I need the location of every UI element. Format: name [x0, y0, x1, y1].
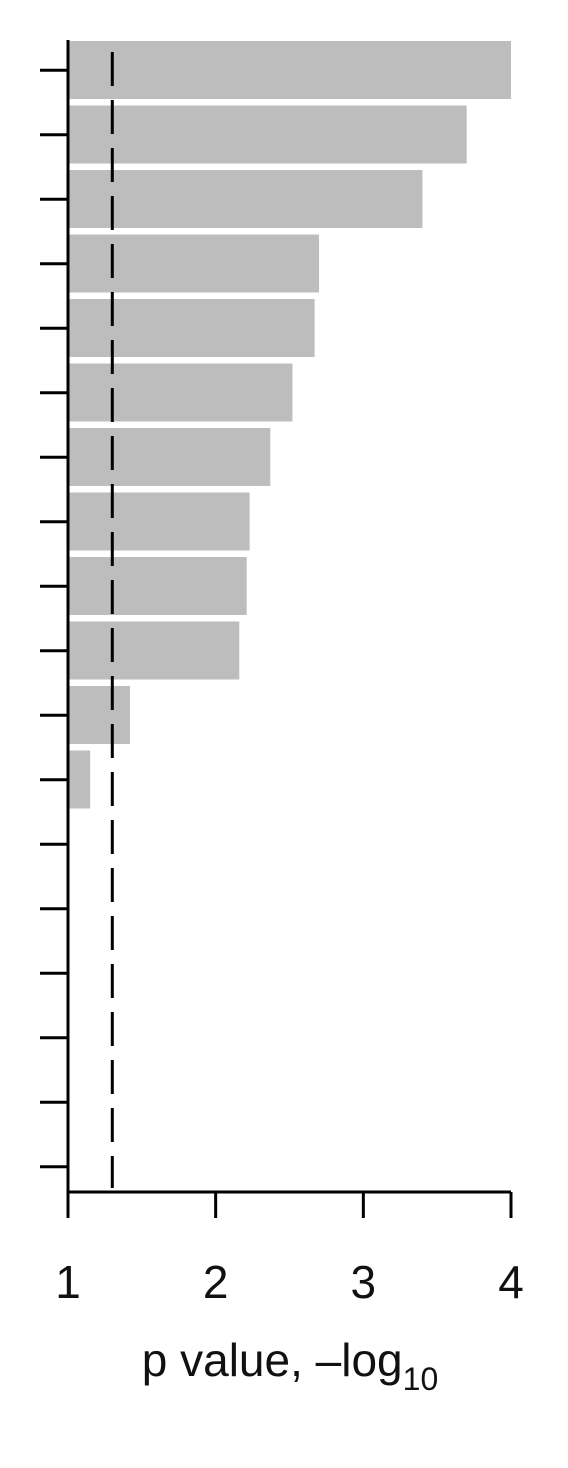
bar-12 — [68, 750, 91, 809]
bar-7 — [68, 428, 271, 486]
y-ticks-group — [40, 68, 68, 1169]
x-tick-label-4: 4 — [498, 1256, 524, 1308]
bar-1 — [68, 41, 511, 99]
bar-3 — [68, 170, 423, 228]
x-tick-label-3: 3 — [351, 1256, 377, 1308]
x-ticks-group — [66, 1192, 513, 1218]
bar-2 — [68, 105, 467, 164]
x-axis-label-text: p value, –log — [142, 1334, 403, 1386]
x-axis-label-subscript: 10 — [403, 1361, 439, 1397]
x-axis-label: p value, –log10 — [142, 1334, 438, 1397]
bars-group — [68, 41, 511, 809]
bar-9 — [68, 557, 247, 615]
x-tick-labels-group: 1 2 3 4 — [55, 1256, 524, 1308]
bar-10 — [68, 621, 240, 680]
x-tick-label-2: 2 — [203, 1256, 229, 1308]
bar-8 — [68, 492, 250, 551]
bar-6 — [68, 363, 293, 422]
bar-4 — [68, 234, 320, 293]
bar-11 — [68, 686, 131, 744]
bar-5 — [68, 299, 315, 357]
x-tick-label-1: 1 — [55, 1256, 81, 1308]
